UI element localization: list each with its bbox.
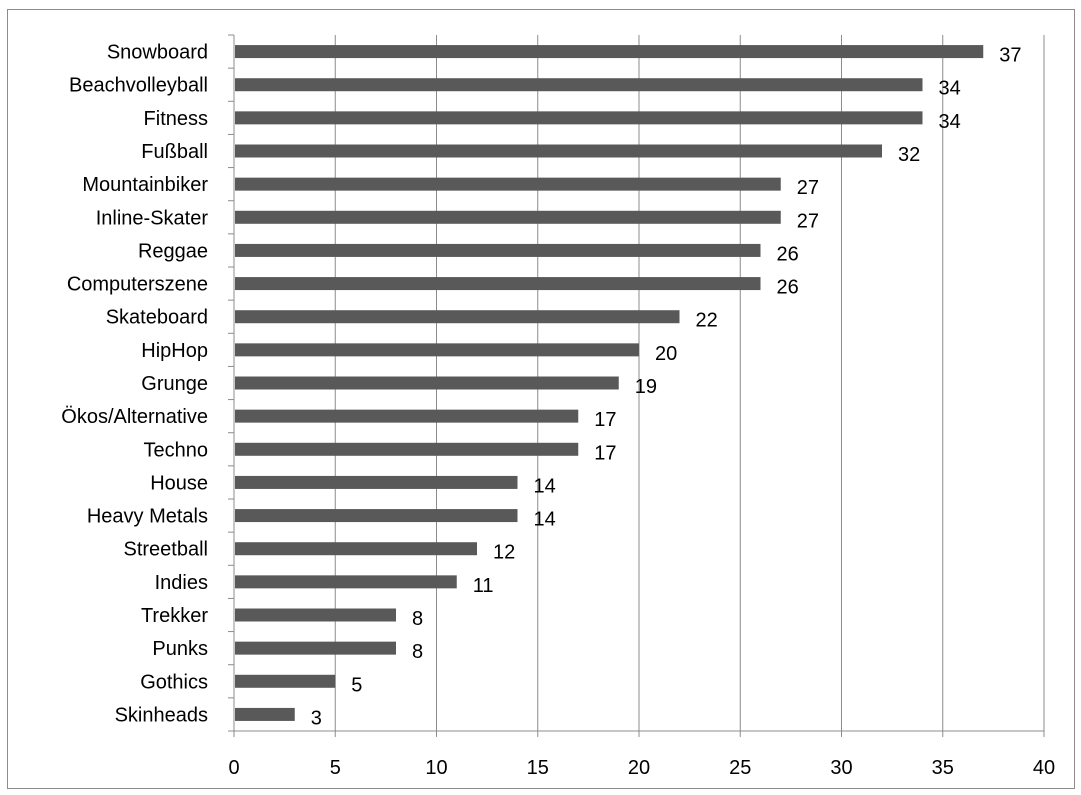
- bar: [235, 476, 518, 489]
- bar: [235, 675, 335, 688]
- data-label: 8: [412, 608, 423, 630]
- data-label: 12: [493, 542, 515, 564]
- data-label: 3: [311, 707, 322, 729]
- bar: [235, 111, 923, 124]
- x-tick-label: 10: [425, 757, 447, 779]
- bar: [235, 542, 477, 555]
- data-label: 17: [594, 442, 616, 464]
- category-label: Fußball: [141, 141, 208, 163]
- category-label: Computerszene: [67, 274, 208, 296]
- bar: [235, 343, 639, 356]
- bar: [235, 45, 983, 58]
- bar: [235, 145, 882, 158]
- bar: [235, 277, 761, 290]
- x-tick-labels: 0 5 10 15 20 25 30 35 40: [228, 757, 1055, 779]
- bar: [235, 78, 923, 91]
- data-label: 27: [797, 177, 819, 199]
- data-label: 5: [351, 674, 362, 696]
- x-tick-label: 15: [527, 757, 549, 779]
- bar: [235, 244, 761, 257]
- category-label: Skinheads: [115, 704, 208, 726]
- data-label: 26: [777, 277, 799, 299]
- category-label: Streetball: [124, 539, 209, 561]
- data-label: 14: [534, 475, 556, 497]
- bar: [235, 509, 518, 522]
- data-label: 8: [412, 641, 423, 663]
- category-label: Techno: [144, 439, 209, 461]
- category-label: Punks: [152, 638, 208, 660]
- x-tick-label: 25: [729, 757, 751, 779]
- bar: [235, 642, 396, 655]
- data-label: 26: [777, 243, 799, 265]
- bar: [235, 609, 396, 622]
- bar: [235, 575, 457, 588]
- category-label: Fitness: [144, 108, 208, 130]
- category-label: Trekker: [141, 605, 208, 627]
- bar: [235, 310, 680, 323]
- data-label: 20: [655, 343, 677, 365]
- x-tick-label: 40: [1033, 757, 1055, 779]
- category-label: Grunge: [141, 373, 208, 395]
- category-label: Skateboard: [106, 307, 208, 329]
- data-label: 27: [797, 210, 819, 232]
- bar: [235, 708, 295, 721]
- bar: [235, 178, 781, 191]
- x-tick-label: 5: [330, 757, 341, 779]
- data-label: 22: [696, 310, 718, 332]
- data-label: 11: [473, 575, 494, 597]
- data-label: 17: [594, 409, 616, 431]
- bars: [235, 45, 983, 721]
- category-label: Indies: [155, 572, 208, 594]
- x-tick-label: 0: [228, 757, 239, 779]
- category-label: Gothics: [140, 671, 208, 693]
- category-label: HipHop: [141, 340, 208, 362]
- data-label: 34: [939, 111, 961, 133]
- category-label: Inline-Skater: [96, 207, 209, 229]
- data-label: 32: [898, 144, 920, 166]
- category-label: Ökos/Alternative: [61, 406, 208, 428]
- data-label: 14: [534, 509, 556, 531]
- x-tick-label: 35: [932, 757, 954, 779]
- bar: [235, 443, 578, 456]
- category-label: Heavy Metals: [87, 506, 208, 528]
- data-label: 34: [939, 78, 961, 100]
- category-label: House: [150, 472, 208, 494]
- category-label: Mountainbiker: [82, 174, 208, 196]
- category-label: Snowboard: [107, 42, 208, 64]
- bar: [235, 211, 781, 224]
- data-label: 19: [635, 376, 657, 398]
- bar: [235, 377, 619, 390]
- bar: [235, 410, 578, 423]
- x-tick-label: 20: [628, 757, 650, 779]
- x-tick-label: 30: [830, 757, 852, 779]
- category-labels: Snowboard Beachvolleyball Fitness Fußball Mo…: [61, 42, 208, 727]
- data-label: 37: [999, 45, 1021, 67]
- category-label: Beachvolleyball: [69, 75, 208, 97]
- category-label: Reggae: [138, 240, 208, 262]
